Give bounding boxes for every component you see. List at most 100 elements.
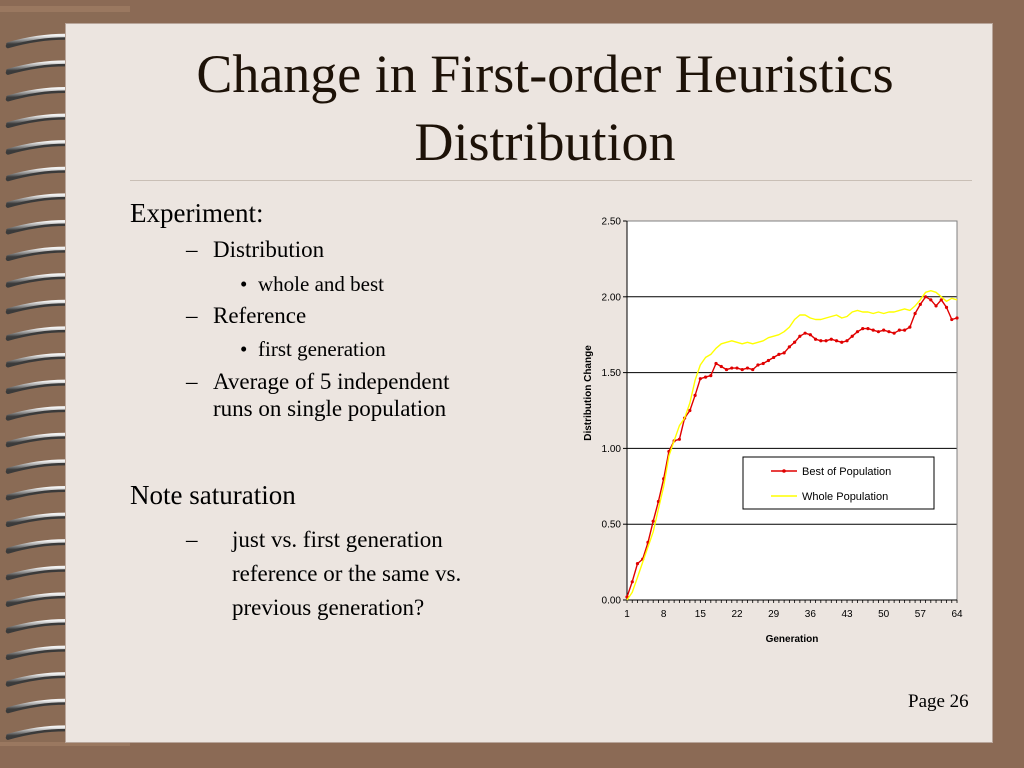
data-point-best-of-population [724,367,729,372]
data-point-best-of-population [709,374,713,378]
y-tick-label: 1.50 [602,368,622,379]
data-point-best-of-population [840,340,844,344]
bullet-distribution: Distribution [213,237,325,262]
data-point-best-of-population [903,328,907,332]
data-point-best-of-population [876,330,881,334]
data-point-best-of-population [761,361,765,366]
data-point-best-of-population [850,334,854,338]
bullet-dot-marker: • [240,272,248,296]
data-point-best-of-population [882,328,886,332]
x-tick-label: 36 [805,609,817,620]
data-point-best-of-population [751,367,755,372]
data-point-best-of-population [918,302,922,306]
data-point-best-of-population [688,408,692,413]
legend-marker-best-of-population [782,469,786,473]
bullet-first-generation: first generation [258,337,386,361]
x-tick-label: 15 [695,609,707,620]
x-tick-label: 57 [915,609,927,620]
x-tick-label: 1 [624,609,630,620]
data-point-best-of-population [735,366,739,370]
data-point-best-of-population [787,345,791,349]
data-point-best-of-population [834,339,839,343]
title-line-1: Change in First-order Heuristics [196,44,894,104]
x-tick-label: 50 [878,609,890,620]
data-point-best-of-population [923,295,928,299]
data-point-best-of-population [892,331,896,335]
data-point-best-of-population [913,311,917,316]
data-point-best-of-population [719,364,723,369]
data-point-best-of-population [908,325,912,329]
data-point-best-of-population [777,352,781,357]
series-line-whole-population [626,289,958,601]
title-line-2: Distribution [414,112,676,172]
x-tick-label: 43 [841,609,853,620]
data-point-best-of-population [829,337,833,341]
data-point-best-of-population [934,304,938,308]
data-point-best-of-population [793,340,797,344]
data-point-best-of-population [635,562,640,566]
y-axis-title: Distribution Change [583,345,594,441]
data-point-best-of-population [677,437,681,441]
dash-marker: – [186,369,198,394]
x-tick-label: 8 [661,609,667,620]
dash-marker: – [186,237,198,262]
bullet-just-line-3: previous generation? [232,595,425,620]
y-tick-label: 2.00 [602,292,622,303]
data-point-best-of-population [656,499,661,504]
data-point-best-of-population [693,393,697,397]
data-point-best-of-population [803,331,807,335]
legend-label-best-of-population: Best of Population [802,466,891,478]
data-point-best-of-population [929,298,933,302]
data-point-best-of-population [824,339,828,343]
dash-marker: – [186,527,198,552]
x-tick-label: 29 [768,609,780,620]
x-tick-label: 64 [951,609,963,620]
data-point-best-of-population [887,330,891,334]
data-point-best-of-population [798,334,802,338]
y-tick-label: 2.50 [602,217,622,228]
bullet-just-line-1: just vs. first generation [232,527,443,552]
series-line-best-of-population [626,296,958,598]
data-point-best-of-population [944,305,949,310]
dash-marker: – [186,303,198,328]
bullet-reference: Reference [213,303,307,328]
plot-area [627,221,957,600]
page-number: Page 26 [908,691,969,712]
data-point-best-of-population [740,367,744,372]
bullet-dot-marker: • [240,337,248,361]
bullet-note-saturation: Note saturation [130,480,296,510]
data-point-best-of-population [714,361,718,366]
distribution-chart: Distribution Change Generation 0.00 0.50 1… [583,217,963,646]
legend-label-whole-population: Whole Population [802,491,888,503]
data-point-best-of-population [766,358,771,363]
data-point-best-of-population [845,339,849,343]
data-point-best-of-population [630,580,634,584]
data-point-best-of-population [866,327,870,331]
y-tick-label: 0.00 [602,596,622,607]
data-point-best-of-population [855,330,860,334]
data-point-best-of-population [782,351,786,355]
data-point-best-of-population [698,377,702,381]
data-point-best-of-population [897,328,901,332]
x-axis-title: Generation [766,634,819,645]
data-point-best-of-population [756,363,760,367]
slide-title: Change in First-order Heuristics Distrib… [130,40,960,176]
data-point-best-of-population [772,355,776,360]
bullet-just-line-2: reference or the same vs. [232,561,462,586]
data-point-best-of-population [651,519,655,523]
bullet-average-line-1: Average of 5 independent [213,369,450,394]
data-point-best-of-population [939,298,943,302]
data-point-best-of-population [861,327,865,331]
x-tick-label: 22 [731,609,743,620]
data-point-best-of-population [813,337,818,341]
y-tick-label: 1.00 [602,444,622,455]
legend-box [742,456,935,510]
y-tick-label: 0.50 [602,520,622,531]
data-point-best-of-population [955,316,959,320]
data-point-best-of-population [808,333,812,337]
data-point-best-of-population [745,366,750,370]
bullet-average-line-2: runs on single population [213,396,447,421]
bullet-experiment: Experiment: [130,198,264,228]
bullet-whole-and-best: whole and best [258,272,384,296]
data-point-best-of-population [871,328,875,332]
